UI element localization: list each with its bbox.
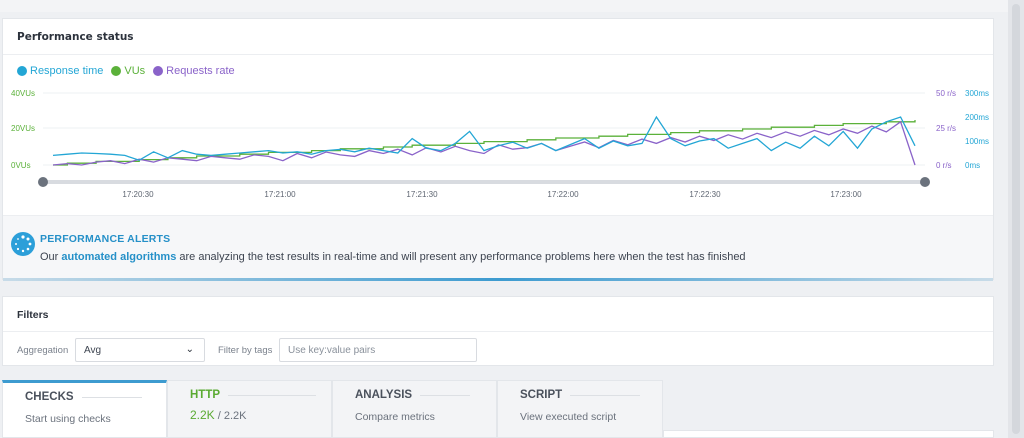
legend-response-time[interactable]: Response time	[17, 65, 103, 77]
aggregation-select[interactable]: Avg ⌄	[75, 338, 205, 362]
y-right-rate-tick-label: 0 r/s	[936, 161, 952, 170]
y-right-rate-tick-label: 25 r/s	[936, 124, 956, 133]
automated-algorithms-link[interactable]: automated algorithms	[61, 251, 177, 263]
tab-title-text: SCRIPT	[520, 389, 563, 401]
tab-title-text: HTTP	[190, 389, 221, 401]
series-line-vus	[53, 120, 916, 166]
timeline-range-bar	[43, 180, 925, 184]
y-right-rate-tick-label: 50 r/s	[936, 89, 956, 98]
x-tick-label: 17:22:00	[547, 190, 579, 199]
y-right-ms-tick-label: 0ms	[965, 161, 980, 170]
tab-subtitle: View executed script	[520, 411, 617, 423]
divider	[570, 394, 641, 396]
x-tick-label: 17:20:30	[122, 190, 154, 199]
tab-title: SCRIPT	[520, 389, 641, 401]
range-handle-right-icon	[920, 177, 930, 187]
page-scrollbar[interactable]	[1008, 0, 1024, 438]
performance-alerts: PERFORMANCE ALERTS Our automated algorit…	[3, 215, 993, 281]
alerts-title: PERFORMANCE ALERTS	[40, 233, 171, 245]
scrollbar-thumb[interactable]	[1012, 4, 1020, 434]
y-right-ms-tick-label: 200ms	[965, 113, 989, 122]
tab-script[interactable]: SCRIPT View executed script	[497, 380, 663, 438]
content-panel-edge	[663, 430, 994, 438]
legend-dot-icon	[153, 66, 164, 76]
alerts-text-end: are analyzing the test results in real-t…	[176, 251, 746, 263]
legend-vus[interactable]: VUs	[111, 65, 145, 77]
series-line-response-time	[52, 115, 916, 161]
tab-title-text: CHECKS	[25, 391, 74, 403]
alerts-progress-bar	[3, 278, 993, 281]
legend-dot-icon	[17, 66, 27, 76]
legend-label: Response time	[30, 65, 104, 77]
alerts-message: Our automated algorithms are analyzing t…	[40, 251, 746, 263]
range-handle-left-icon	[38, 177, 48, 187]
tab-title: CHECKS	[25, 391, 142, 403]
legend-requests-rate[interactable]: Requests rate	[153, 65, 235, 77]
divider	[420, 394, 471, 396]
x-tick-label: 17:23:00	[830, 190, 862, 199]
filter-tags-input[interactable]	[279, 338, 477, 362]
tab-title-text: ANALYSIS	[355, 389, 413, 401]
y-right-ms-tick-label: 300ms	[965, 89, 989, 98]
chevron-down-icon: ⌄	[185, 344, 194, 355]
tab-title: ANALYSIS	[355, 389, 471, 401]
divider	[228, 394, 317, 396]
legend-dot-icon	[111, 66, 122, 76]
filter-by-tags-label: Filter by tags	[218, 345, 273, 356]
tab-subtitle: Compare metrics	[355, 411, 435, 423]
x-tick-label: 17:21:00	[264, 190, 296, 199]
performance-title: Performance status	[17, 31, 134, 43]
filters-title: Filters	[17, 309, 49, 321]
divider	[81, 396, 142, 398]
alerts-text-start: Our	[40, 251, 62, 263]
tab-analysis[interactable]: ANALYSIS Compare metrics	[332, 380, 497, 438]
filters-card: Filters Aggregation Avg ⌄ Filter by tags	[2, 296, 994, 366]
alert-spinner-icon	[11, 232, 35, 256]
divider	[3, 54, 993, 55]
divider	[3, 331, 993, 332]
y-left-tick-label: 40VUs	[11, 89, 35, 98]
x-tick-label: 17:21:30	[406, 190, 438, 199]
y-left-tick-label: 0VUs	[11, 161, 31, 170]
tab-subtitle: Start using checks	[25, 413, 111, 425]
aggregation-label: Aggregation	[17, 345, 69, 356]
legend-label: Requests rate	[166, 65, 235, 77]
series-line-requests-rate	[52, 120, 916, 166]
chart-legend: Response time VUs Requests rate	[17, 65, 235, 77]
http-count-value: 2.2K	[190, 408, 215, 422]
http-request-count: 2.2K / 2.2K	[190, 408, 246, 422]
tab-title: HTTP	[190, 389, 317, 401]
tab-http[interactable]: HTTP 2.2K / 2.2K	[167, 380, 332, 438]
top-strip	[0, 0, 1024, 12]
http-count-total: / 2.2K	[214, 410, 247, 422]
y-left-tick-label: 20VUs	[11, 124, 35, 133]
x-tick-label: 17:22:30	[689, 190, 721, 199]
tab-checks[interactable]: CHECKS Start using checks	[2, 380, 167, 438]
aggregation-value: Avg	[84, 345, 102, 356]
performance-status-card: Performance status Response time VUs Req…	[2, 18, 994, 281]
legend-label: VUs	[124, 65, 146, 77]
y-right-ms-tick-label: 100ms	[965, 137, 989, 146]
performance-chart: 40VUs 20VUs 0VUs 50 r/s 25 r/s 0 r/s 300ms 200m…	[11, 89, 989, 199]
